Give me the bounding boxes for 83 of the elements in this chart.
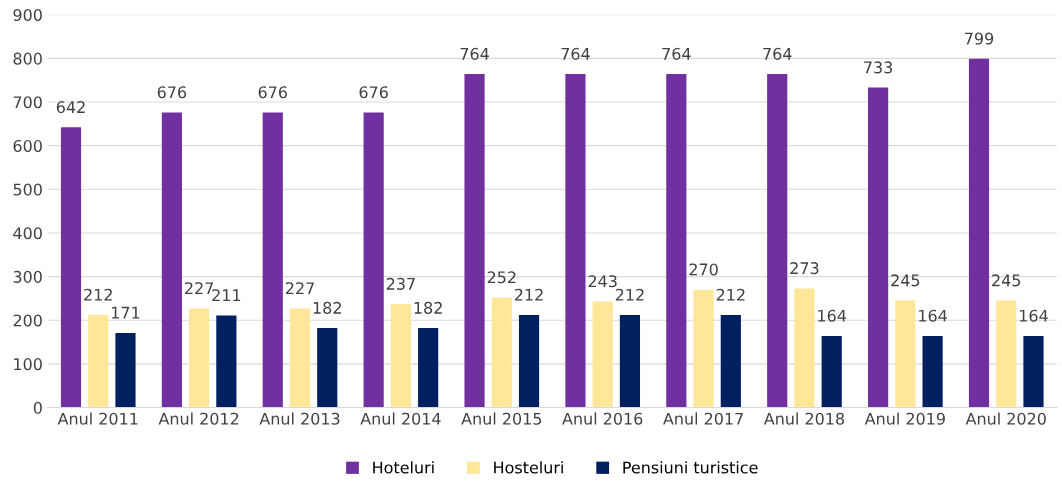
bar <box>289 308 311 408</box>
data-label: 243 <box>588 275 617 288</box>
bar <box>518 315 540 408</box>
data-label: 227 <box>285 282 314 295</box>
data-label: 245 <box>992 274 1021 287</box>
data-label: 676 <box>157 86 187 99</box>
data-label: 764 <box>460 47 489 60</box>
legend-label: Hoteluri <box>373 461 434 474</box>
bar <box>363 112 384 408</box>
y-tick-label: 700 <box>13 96 42 109</box>
y-tick-label: 300 <box>13 270 42 283</box>
data-label: 182 <box>414 301 442 314</box>
bar <box>88 315 109 408</box>
data-label: 764 <box>561 47 590 60</box>
data-label: 212 <box>514 288 543 301</box>
bar <box>262 112 283 408</box>
bar <box>968 58 990 408</box>
bar <box>720 315 741 408</box>
data-label: 676 <box>258 86 288 99</box>
bar <box>464 74 485 408</box>
bar <box>868 87 889 408</box>
bar <box>317 328 338 408</box>
y-tick-label: 900 <box>13 8 42 22</box>
x-tick-label: Anul 2016 <box>562 412 643 425</box>
data-label: 211 <box>212 289 241 302</box>
y-tick-label: 400 <box>13 227 42 240</box>
bar <box>390 304 411 408</box>
data-label: 182 <box>313 301 341 314</box>
data-label: 642 <box>56 101 85 114</box>
bar <box>794 288 815 408</box>
bar <box>693 289 714 408</box>
bar <box>895 300 916 408</box>
bar <box>767 74 788 408</box>
y-tick-label: 100 <box>14 358 42 371</box>
data-label: 212 <box>716 288 745 301</box>
bar <box>418 328 439 408</box>
bar <box>821 335 842 408</box>
data-label: 270 <box>689 263 718 276</box>
x-tick-label: Anul 2017 <box>663 412 743 425</box>
data-label: 733 <box>864 61 893 74</box>
x-tick-label: Anul 2019 <box>864 412 945 425</box>
y-tick-label: 800 <box>13 52 42 65</box>
bar <box>60 127 82 408</box>
data-label: 164 <box>919 309 947 322</box>
data-label: 227 <box>185 282 213 295</box>
bar <box>161 112 182 408</box>
x-tick-label: Anul 2013 <box>259 412 340 425</box>
data-label: 764 <box>763 47 792 60</box>
bar <box>1023 335 1044 408</box>
x-tick-label: Anul 2018 <box>763 412 845 425</box>
bar <box>619 315 641 408</box>
data-label: 245 <box>891 274 920 287</box>
x-tick-label: Anul 2014 <box>360 412 441 425</box>
y-tick-label: 600 <box>13 139 42 152</box>
data-label: 273 <box>790 262 819 275</box>
bar <box>216 315 237 408</box>
y-tick-label: 500 <box>13 183 42 196</box>
x-tick-label: Anul 2015 <box>461 412 542 425</box>
bar <box>922 335 943 408</box>
bar <box>666 74 687 408</box>
data-label: 676 <box>359 86 388 99</box>
data-label: 164 <box>1020 309 1048 322</box>
bar <box>592 301 613 408</box>
data-label: 212 <box>615 288 644 301</box>
bar <box>491 297 512 408</box>
legend-label: Hosteluri <box>494 461 563 474</box>
data-label: 799 <box>965 32 994 45</box>
bar <box>565 74 586 408</box>
y-tick-label: 200 <box>13 314 42 327</box>
data-label: 212 <box>84 288 112 301</box>
legend-label: Pensiuni turistice <box>623 461 758 474</box>
x-tick-label: Anul 2020 <box>965 412 1046 425</box>
data-label: 764 <box>662 47 691 60</box>
bar <box>189 308 210 408</box>
y-tick-label: 0 <box>33 401 42 414</box>
bar <box>996 300 1017 408</box>
data-label: 164 <box>818 309 847 322</box>
bar <box>115 332 136 408</box>
x-tick-label: Anul 2012 <box>158 412 239 425</box>
data-label: 252 <box>487 271 516 284</box>
data-label: 237 <box>386 277 415 290</box>
data-label: 171 <box>111 306 140 319</box>
x-tick-label: Anul 2011 <box>57 412 138 425</box>
